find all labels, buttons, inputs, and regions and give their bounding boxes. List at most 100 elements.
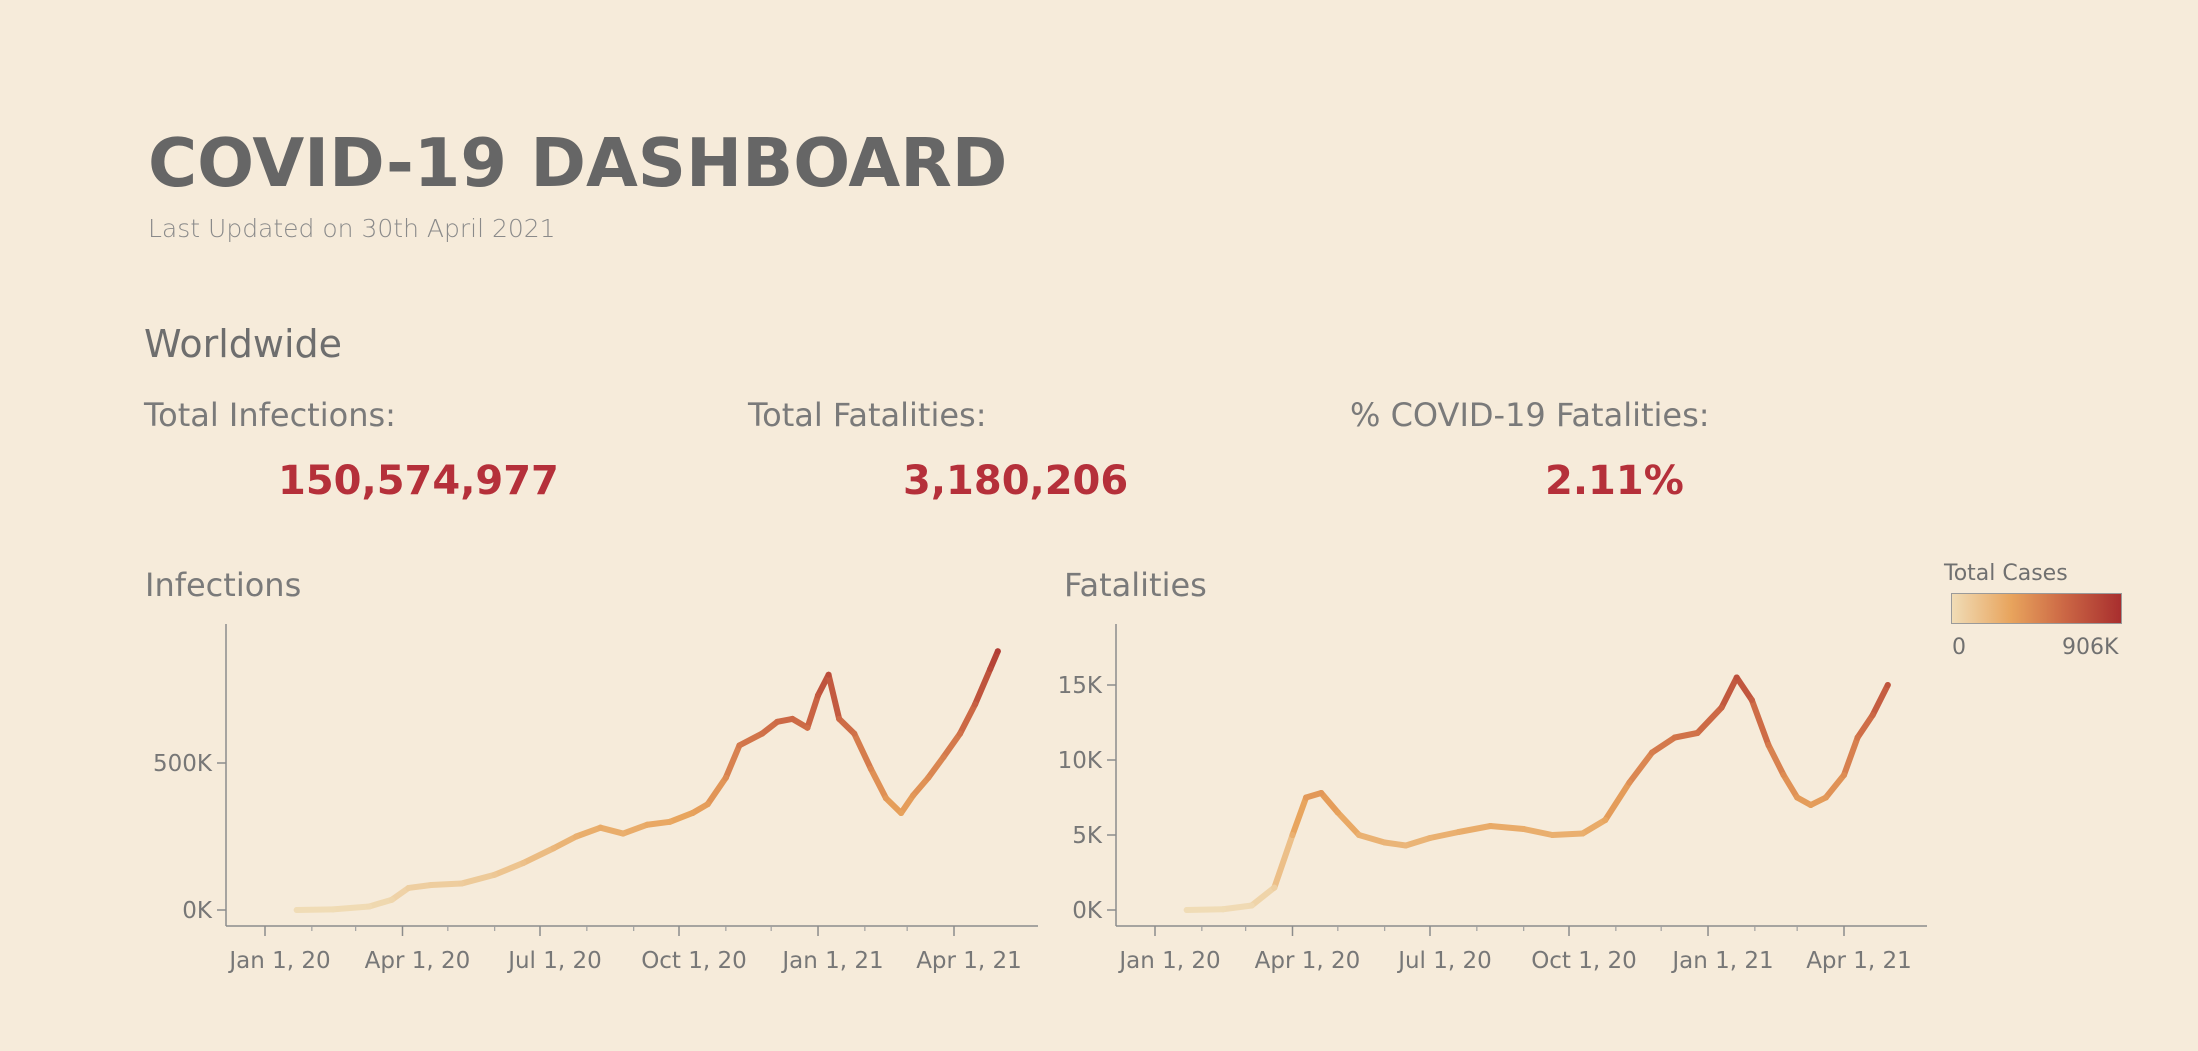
data-point xyxy=(366,903,373,910)
line-segment xyxy=(1318,790,1341,816)
line-segment xyxy=(910,774,932,799)
data-point xyxy=(851,730,858,737)
data-point xyxy=(957,730,964,737)
x-tick-label: Apr 1, 21 xyxy=(1806,948,1912,974)
line-segment xyxy=(388,884,412,903)
line-segment xyxy=(851,730,874,772)
data-point xyxy=(1841,772,1847,778)
line-segment xyxy=(1219,902,1255,913)
data-point xyxy=(836,715,843,722)
line-segment xyxy=(825,671,843,722)
data-point xyxy=(940,754,947,761)
x-tick-label: Jan 1, 20 xyxy=(1117,948,1220,974)
data-point xyxy=(1807,802,1814,808)
data-point xyxy=(774,718,781,725)
x-tick-label: Jan 1, 20 xyxy=(227,948,330,974)
y-tick-label: 15K xyxy=(1058,673,1103,699)
data-point xyxy=(1718,704,1725,711)
data-point xyxy=(1318,790,1325,796)
line-segment xyxy=(1426,829,1462,841)
data-point xyxy=(1765,742,1772,748)
fatality-rate-value: 2.11% xyxy=(1545,458,1684,504)
line-segment xyxy=(458,871,498,887)
line-segment xyxy=(987,648,1001,672)
legend-max-label: 906K xyxy=(2062,635,2119,660)
data-point xyxy=(388,896,395,903)
line-segment xyxy=(1694,704,1725,736)
data-point xyxy=(1183,907,1190,913)
data-point xyxy=(1794,794,1801,801)
infections-line-chart: 0K 500K Jan 1, 20 Apr 1, 20 Jul 1, 20 Oct 1, … xyxy=(153,624,1038,974)
data-point xyxy=(1854,734,1861,741)
line-segment xyxy=(1381,839,1409,849)
line-segment xyxy=(972,665,994,708)
y-tick-label: 0K xyxy=(182,898,213,924)
data-point xyxy=(1355,832,1362,838)
total-fatalities-value: 3,180,206 xyxy=(903,458,1129,504)
line-segment xyxy=(293,906,336,913)
data-point xyxy=(1487,823,1494,829)
line-segment xyxy=(366,896,395,910)
x-tick-label: Apr 1, 21 xyxy=(916,948,1022,974)
data-point xyxy=(867,765,874,772)
data-point xyxy=(736,742,743,749)
data-point xyxy=(804,724,811,731)
data-point xyxy=(1671,734,1678,741)
data-point xyxy=(620,830,627,837)
data-point xyxy=(910,792,917,799)
data-point xyxy=(293,907,300,913)
color-legend-gradient xyxy=(1951,593,2122,624)
data-point xyxy=(1303,794,1310,801)
total-fatalities-label: Total Fatalities: xyxy=(748,396,987,434)
data-point xyxy=(1549,832,1556,838)
data-point xyxy=(759,730,766,737)
line-segment xyxy=(666,809,696,825)
data-point xyxy=(405,884,412,891)
line-segment xyxy=(597,824,627,837)
data-point xyxy=(573,833,580,840)
line-segment xyxy=(491,859,527,878)
data-point xyxy=(1869,712,1876,718)
x-tick-label: Oct 1, 20 xyxy=(1531,948,1637,974)
line-segment xyxy=(1183,906,1226,913)
data-point xyxy=(491,871,498,878)
line-segment xyxy=(957,701,979,737)
line-segment xyxy=(1549,830,1586,838)
line-segment xyxy=(1487,823,1527,832)
x-tick-label: Apr 1, 20 xyxy=(365,948,471,974)
line-segment xyxy=(1780,772,1801,801)
data-point xyxy=(1884,682,1891,688)
line-segment xyxy=(1402,835,1433,849)
total-infections-label: Total Infections: xyxy=(144,396,396,434)
line-segment xyxy=(759,718,781,737)
line-segment xyxy=(1733,674,1755,703)
line-segment xyxy=(883,795,905,816)
data-point xyxy=(1402,842,1409,849)
last-updated-text: Last Updated on 30th April 2021 xyxy=(148,214,556,243)
x-tick-label: Jan 1, 21 xyxy=(780,948,883,974)
data-point xyxy=(925,774,932,781)
data-point xyxy=(825,671,832,678)
data-point xyxy=(1602,817,1609,823)
line-segment xyxy=(1671,730,1701,741)
data-point xyxy=(1289,832,1296,838)
data-point xyxy=(898,809,905,816)
data-point xyxy=(329,906,336,913)
data-point xyxy=(1694,730,1701,736)
data-point xyxy=(815,692,822,699)
data-point xyxy=(1271,884,1278,891)
page-title: COVID-19 DASHBOARD xyxy=(148,124,1008,202)
data-point xyxy=(972,701,979,708)
x-tick-label: Apr 1, 20 xyxy=(1255,948,1361,974)
data-point xyxy=(689,809,696,816)
data-point xyxy=(1733,674,1740,681)
data-point xyxy=(1426,835,1433,841)
line-segment xyxy=(925,754,947,781)
data-point xyxy=(1748,697,1755,703)
data-point xyxy=(789,715,796,722)
line-segment xyxy=(722,742,743,781)
data-point xyxy=(1780,772,1787,778)
data-point xyxy=(1579,830,1586,837)
line-segment xyxy=(940,730,964,761)
line-segment xyxy=(1841,734,1861,778)
